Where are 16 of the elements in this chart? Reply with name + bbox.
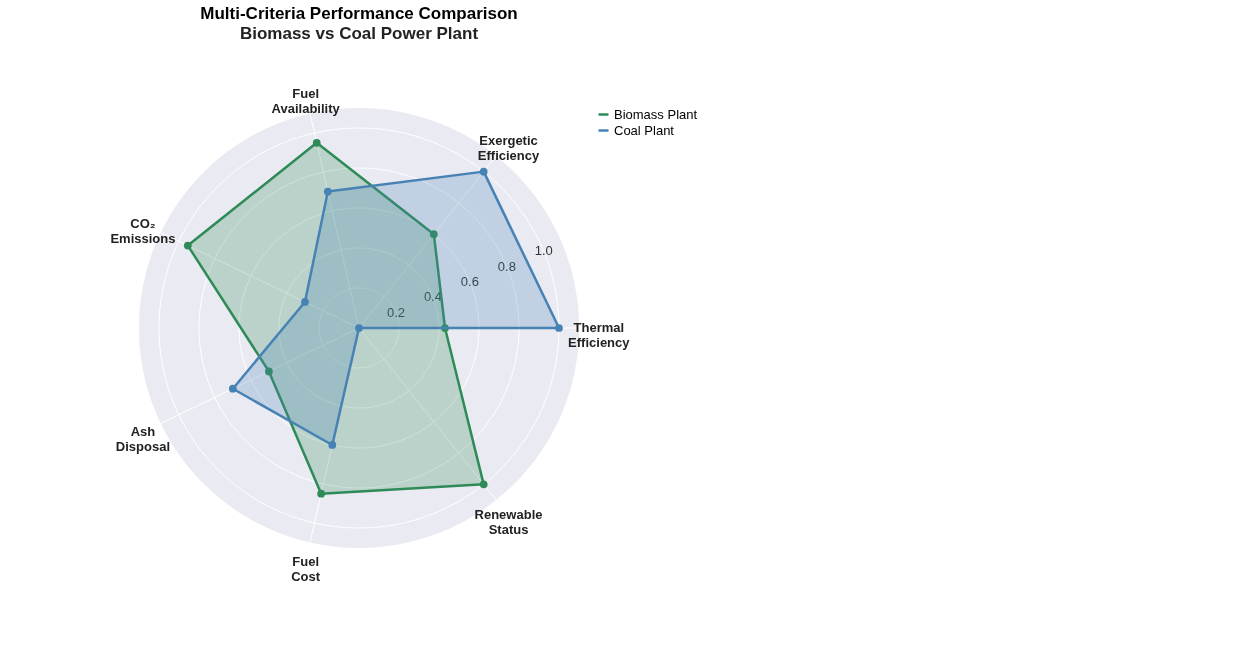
legend-label: Biomass Plant <box>614 106 698 122</box>
y-tick-label: 0.8 <box>497 258 516 274</box>
y-tick-label: 0.4 <box>423 289 442 305</box>
spoke-label: Ash Disposal <box>115 424 171 455</box>
spoke-label: Renewable Status <box>474 507 543 538</box>
spoke-label: CO₂ Emissions <box>110 215 176 246</box>
chart-subtitle: Biomass vs Coal Power Plant <box>239 24 479 44</box>
y-tick-label: 0.6 <box>460 274 479 290</box>
chart-title: Multi-Criteria Performance Comparison <box>200 4 518 24</box>
y-tick-label: 1.0 <box>534 243 553 259</box>
legend-label: Coal Plant <box>614 122 675 138</box>
y-tick-label: 0.2 <box>386 304 405 320</box>
spoke-label: Thermal Efficiency <box>568 320 631 350</box>
spoke-label: Fuel Availability <box>271 86 341 117</box>
spoke-label: Exergetic Efficiency <box>477 132 540 163</box>
spoke-label: Fuel Cost <box>291 553 321 584</box>
